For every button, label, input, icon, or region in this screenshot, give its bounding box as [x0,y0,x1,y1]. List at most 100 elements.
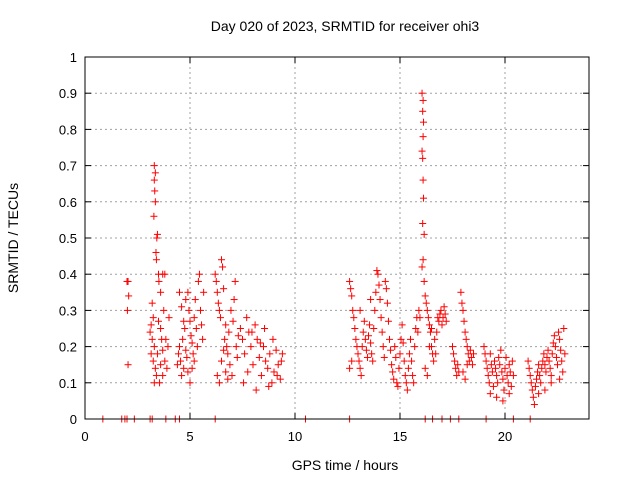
data-point [277,357,285,365]
data-point [149,357,157,365]
data-point [349,306,357,314]
data-points [99,89,569,423]
data-point [441,310,449,318]
data-point [249,361,257,369]
data-point [556,375,564,383]
data-point [354,350,362,358]
data-point [178,372,186,380]
data-point [561,350,569,358]
data-point [509,372,517,380]
data-point [373,267,381,275]
data-point [360,317,368,325]
data-point [261,325,269,332]
data-point [499,375,507,383]
data-point [496,361,504,369]
data-point [148,299,156,307]
data-point [466,346,474,354]
data-point [220,346,228,354]
data-point [498,368,506,376]
data-point [488,368,496,376]
data-point [367,339,375,347]
data-point [241,350,249,358]
data-point [460,317,468,325]
data-point [124,361,132,369]
data-point [253,335,261,343]
data-point [432,350,440,358]
data-point [495,353,503,361]
data-point [273,372,281,380]
data-point [218,256,225,264]
data-point [355,357,363,365]
data-point [483,364,491,372]
data-point [229,317,237,325]
data-point [362,346,370,354]
data-point [150,176,158,184]
data-point [396,350,404,358]
data-point [188,364,196,372]
data-point [435,317,443,325]
data-point [403,386,411,394]
data-point [146,328,154,336]
data-point [554,361,561,369]
data-point [269,335,277,343]
data-point [529,393,537,401]
plot-frame [84,56,590,420]
data-point [449,343,456,351]
y-tick-label: 0.3 [59,303,77,318]
data-point [503,372,511,380]
data-point [215,379,223,387]
data-point [151,198,159,206]
data-point [484,372,492,380]
data-point [526,372,534,380]
data-point [272,346,280,354]
data-point [542,368,550,376]
data-point [453,372,461,380]
data-point [370,325,378,332]
data-point [541,361,549,369]
data-point [493,372,501,380]
data-point [276,375,284,383]
data-point [536,372,544,380]
data-point [149,314,157,322]
data-point [231,277,239,285]
data-point [247,343,255,351]
data-point [461,375,469,383]
data-point [159,372,167,380]
data-point [251,321,259,329]
data-point [540,350,548,358]
y-axis-label: SRMTID / TECUs [5,183,21,293]
data-point [358,343,366,351]
data-point [535,390,543,398]
data-point [467,353,475,361]
y-tick-label: 0.2 [59,340,77,355]
data-point [404,364,412,372]
data-point [439,314,447,322]
data-point [420,277,428,285]
data-point [152,372,160,380]
data-point [232,343,240,351]
data-point [485,379,493,387]
data-point [356,306,364,314]
data-point [266,350,274,358]
data-point [549,339,557,347]
data-point [499,397,507,405]
data-point [421,364,429,372]
data-point [438,321,446,329]
data-point [161,270,169,278]
y-tick-label: 0.4 [59,267,77,282]
data-point [459,306,467,314]
data-point [388,361,396,369]
data-point [351,325,359,332]
data-point [218,357,225,365]
data-point [454,361,462,369]
data-point [383,299,391,307]
data-point [392,353,400,361]
data-point [505,361,513,369]
data-point [346,277,354,285]
data-point [157,361,165,369]
data-point [428,325,435,332]
data-point [555,328,563,336]
data-point [400,357,408,365]
data-point [368,350,376,358]
data-point [480,343,488,351]
